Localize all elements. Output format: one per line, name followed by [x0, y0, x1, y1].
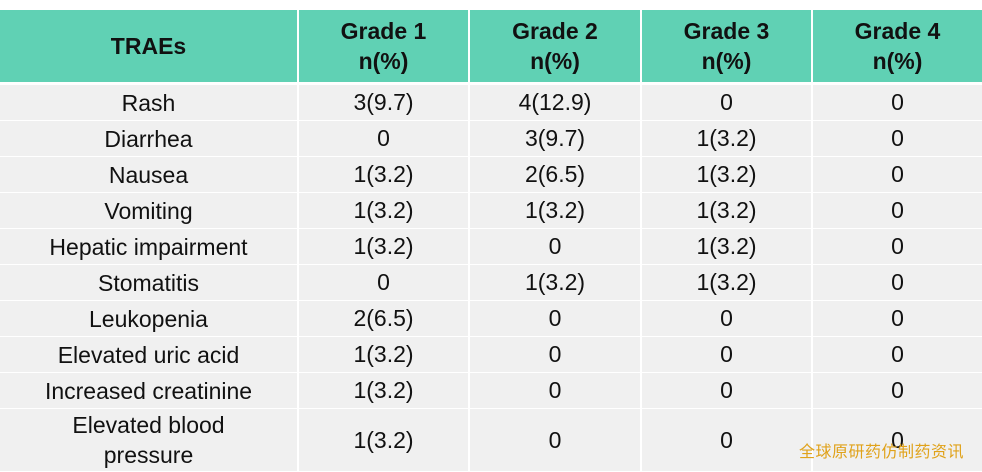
grade-4-cell: 0 [811, 156, 982, 193]
header-grade-1-unit: n(%) [358, 48, 409, 74]
grade-3-cell: 0 [640, 372, 813, 409]
row-label-line-2: pressure [103, 442, 194, 468]
table-row: Elevated uric acid 1(3.2) 0 0 0 [0, 336, 982, 373]
row-label: Hepatic impairment [0, 228, 299, 265]
grade-4-cell: 0 [811, 336, 982, 373]
row-label: Vomiting [0, 192, 299, 229]
header-grade-1-label: Grade 1 [340, 18, 427, 44]
row-label: Nausea [0, 156, 299, 193]
grade-2-cell: 1(3.2) [468, 192, 642, 229]
grade-3-cell: 1(3.2) [640, 192, 813, 229]
table-body: Rash 3(9.7) 4(12.9) 0 0 Diarrhea 0 3(9.7… [0, 83, 982, 472]
grade-4-cell: 0 [811, 300, 982, 337]
grade-3-cell: 1(3.2) [640, 156, 813, 193]
row-label-line-1: Elevated blood [72, 412, 225, 438]
watermark: 全球原研药仿制药资讯 [798, 442, 964, 461]
header-traes: TRAEs [0, 10, 299, 85]
grade-4-cell: 0 [811, 372, 982, 409]
row-label: Elevated uric acid [0, 336, 299, 373]
table-row: Vomiting 1(3.2) 1(3.2) 1(3.2) 0 [0, 192, 982, 229]
grade-2-cell: 0 [468, 408, 642, 472]
row-label: Leukopenia [0, 300, 299, 337]
grade-1-cell: 1(3.2) [297, 228, 470, 265]
grade-1-cell: 1(3.2) [297, 192, 470, 229]
grade-2-cell: 2(6.5) [468, 156, 642, 193]
grade-4-cell: 0 [811, 192, 982, 229]
grade-2-cell: 0 [468, 228, 642, 265]
grade-4-cell: 0 [811, 120, 982, 157]
grade-4-cell: 0 [811, 408, 982, 472]
grade-3-cell: 1(3.2) [640, 228, 813, 265]
header-grade-3: Grade 3 n(%) [640, 10, 813, 85]
row-label: Rash [0, 83, 299, 121]
grade-1-cell: 1(3.2) [297, 336, 470, 373]
grade-3-cell: 0 [640, 336, 813, 373]
header-grade-1: Grade 1 n(%) [297, 10, 470, 85]
table-header: TRAEs Grade 1 n(%) Grade 2 n(%) Grade 3 … [0, 10, 982, 85]
grade-2-cell: 1(3.2) [468, 264, 642, 301]
table-row: Stomatitis 0 1(3.2) 1(3.2) 0 [0, 264, 982, 301]
grade-2-cell: 0 [468, 372, 642, 409]
grade-1-cell: 1(3.2) [297, 372, 470, 409]
row-label: Elevated blood pressure [0, 408, 299, 472]
header-grade-2-label: Grade 2 [512, 18, 598, 44]
header-grade-4-unit: n(%) [872, 48, 923, 74]
grade-1-cell: 0 [297, 264, 470, 301]
header-row: TRAEs Grade 1 n(%) Grade 2 n(%) Grade 3 … [0, 10, 982, 85]
table-row: Elevated blood pressure 1(3.2) 0 0 0 [0, 408, 982, 472]
grade-2-cell: 4(12.9) [468, 83, 642, 121]
row-label: Increased creatinine [0, 372, 299, 409]
grade-2-cell: 0 [468, 300, 642, 337]
header-grade-4: Grade 4 n(%) [811, 10, 982, 85]
row-label: Diarrhea [0, 120, 299, 157]
grade-1-cell: 2(6.5) [297, 300, 470, 337]
grade-1-cell: 3(9.7) [297, 83, 470, 121]
table-row: Increased creatinine 1(3.2) 0 0 0 [0, 372, 982, 409]
header-grade-2: Grade 2 n(%) [468, 10, 642, 85]
trae-grade-table: TRAEs Grade 1 n(%) Grade 2 n(%) Grade 3 … [0, 10, 982, 472]
row-label: Stomatitis [0, 264, 299, 301]
header-grade-3-unit: n(%) [701, 48, 752, 74]
grade-3-cell: 0 [640, 408, 813, 472]
grade-3-cell: 0 [640, 83, 813, 121]
grade-1-cell: 1(3.2) [297, 156, 470, 193]
grade-4-cell: 0 [811, 228, 982, 265]
table-row: Hepatic impairment 1(3.2) 0 1(3.2) 0 [0, 228, 982, 265]
grade-2-cell: 0 [468, 336, 642, 373]
grade-4-cell: 0 [811, 264, 982, 301]
grade-1-cell: 0 [297, 120, 470, 157]
grade-4-cell: 0 [811, 83, 982, 121]
grade-2-cell: 3(9.7) [468, 120, 642, 157]
header-grade-2-unit: n(%) [530, 48, 580, 74]
header-grade-3-label: Grade 3 [683, 18, 770, 44]
header-grade-4-label: Grade 4 [854, 18, 941, 44]
grade-3-cell: 0 [640, 300, 813, 337]
grade-3-cell: 1(3.2) [640, 264, 813, 301]
table-row: Diarrhea 0 3(9.7) 1(3.2) 0 [0, 120, 982, 157]
grade-3-cell: 1(3.2) [640, 120, 813, 157]
table-row: Rash 3(9.7) 4(12.9) 0 0 [0, 83, 982, 121]
table-row: Leukopenia 2(6.5) 0 0 0 [0, 300, 982, 337]
table-row: Nausea 1(3.2) 2(6.5) 1(3.2) 0 [0, 156, 982, 193]
grade-1-cell: 1(3.2) [297, 408, 470, 472]
